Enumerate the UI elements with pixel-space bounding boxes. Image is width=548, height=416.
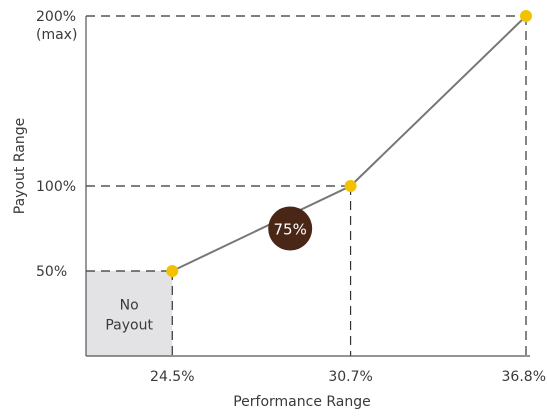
x-tick-labels: 24.5% 30.7% 36.8% [150,369,546,385]
y-tick-labels: 50% 100% 200% (max) [36,9,77,280]
y-tick-label-2: 200% [36,9,76,25]
no-payout-label-line2: Payout [105,318,153,334]
guide-lines [86,15,527,356]
x-tick-label-2: 36.8% [502,369,546,385]
badge-text: 75% [274,221,307,239]
y-tick-label-1: 100% [36,179,76,195]
y-tick-label-0: 50% [36,264,67,280]
y-tick-sublabel-2: (max) [36,27,77,43]
no-payout-label-line1: No [120,298,139,314]
series-group [166,10,532,277]
series-line [171,15,527,272]
data-point-2 [520,10,532,22]
x-tick-label-1: 30.7% [328,369,372,385]
data-point-1 [344,180,357,192]
x-tick-label-0: 24.5% [150,369,194,385]
x-axis-title: Performance Range [233,394,371,410]
data-point-0 [166,265,179,277]
no-payout-region [86,271,173,356]
y-axis-title: Payout Range [12,118,28,214]
badge-group: 75% [268,206,313,251]
badge-circle [268,206,313,251]
